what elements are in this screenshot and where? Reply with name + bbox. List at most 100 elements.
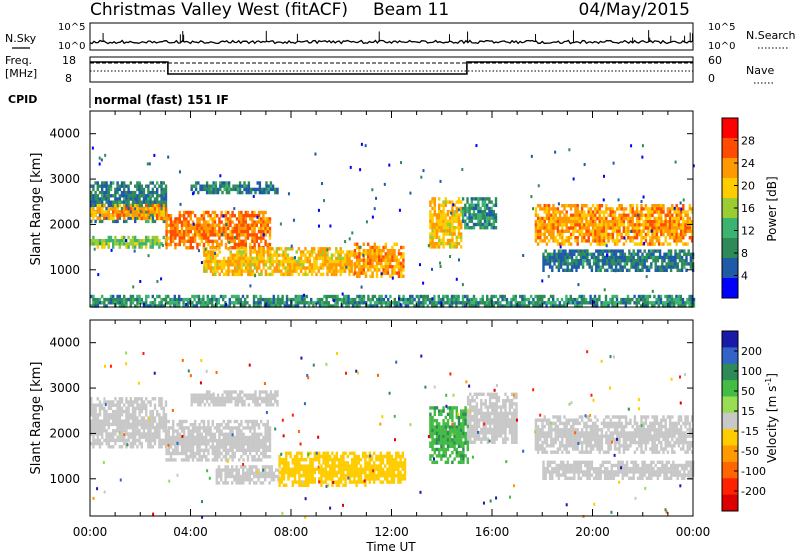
data-cell: [622, 216, 626, 221]
data-cell: [438, 197, 441, 201]
data-cell: [149, 181, 152, 185]
data-cell: [255, 253, 259, 257]
data-cell: [112, 219, 115, 224]
data-cell: [196, 242, 199, 247]
data-cell: [442, 226, 445, 230]
data-cell: [228, 297, 231, 302]
data-cell: [611, 213, 615, 217]
data-cell: [560, 297, 564, 302]
data-cell: [96, 197, 99, 201]
data-cell: [677, 207, 681, 211]
data-cell: [140, 200, 143, 204]
noise-cell: [461, 283, 464, 287]
data-cell: [151, 200, 154, 204]
data-cell: [668, 236, 672, 240]
data-cell: [575, 268, 578, 272]
data-cell: [483, 304, 487, 308]
noise-cell: [222, 214, 225, 218]
data-cell: [202, 220, 206, 224]
data-cell: [212, 184, 215, 188]
data-cell: [98, 190, 102, 195]
data-cell: [619, 268, 622, 272]
noise-cell: [452, 203, 455, 207]
data-cell: [153, 239, 157, 243]
data-cell: [539, 239, 542, 243]
data-cell: [178, 301, 181, 305]
data-cell: [629, 204, 632, 208]
data-cell: [140, 242, 143, 246]
data-cell: [120, 409, 124, 414]
data-cell: [123, 441, 126, 446]
data-cell: [543, 294, 546, 299]
data-cell: [90, 194, 93, 198]
data-cell: [587, 232, 590, 237]
data-cell: [483, 216, 487, 220]
data-cell: [103, 413, 106, 417]
data-cell: [149, 216, 152, 221]
data-cell: [547, 229, 551, 233]
data-cell: [120, 190, 124, 195]
data-cell: [251, 263, 254, 267]
data-cell: [96, 432, 99, 436]
data-cell: [611, 301, 614, 305]
data-cell: [189, 246, 192, 250]
data-cell: [657, 297, 660, 302]
data-cell: [576, 229, 579, 233]
noise-cell: [185, 302, 188, 306]
data-cell: [109, 213, 113, 217]
data-cell: [176, 435, 179, 440]
data-cell: [678, 252, 682, 256]
data-cell: [657, 216, 661, 221]
data-cell: [238, 448, 241, 452]
data-cell: [611, 207, 615, 211]
data-cell: [114, 397, 117, 401]
data-cell: [639, 268, 642, 272]
data-cell: [433, 235, 436, 239]
data-cell: [134, 242, 137, 246]
data-cell: [260, 445, 263, 449]
data-cell: [242, 269, 246, 273]
data-cell: [269, 247, 272, 251]
data-cell: [189, 442, 192, 446]
data-cell: [668, 301, 671, 305]
data-cell: [202, 439, 206, 443]
data-cell: [437, 297, 440, 302]
data-cell: [613, 226, 617, 230]
data-cell: [116, 413, 119, 417]
data-cell: [332, 259, 336, 264]
data-cell: [131, 294, 135, 299]
data-cell: [490, 294, 493, 299]
data-cell: [683, 249, 686, 253]
data-cell: [597, 249, 600, 253]
data-cell: [393, 297, 396, 302]
data-cell: [240, 429, 243, 433]
data-cell: [112, 242, 115, 246]
data-cell: [194, 429, 197, 433]
data-cell: [580, 239, 584, 243]
data-cell: [679, 213, 683, 217]
data-cell: [134, 409, 137, 414]
data-cell: [96, 245, 99, 249]
data-cell: [620, 236, 623, 240]
data-cell: [215, 301, 218, 305]
data-cell: [183, 214, 186, 218]
data-cell: [606, 249, 609, 253]
data-cell: [142, 435, 146, 439]
data-cell: [288, 259, 292, 264]
data-cell: [224, 294, 227, 299]
data-cell: [677, 216, 681, 221]
data-cell: [640, 232, 643, 237]
data-cell: [486, 226, 489, 230]
data-cell: [269, 181, 273, 185]
data-cell: [153, 432, 157, 436]
data-cell: [411, 297, 414, 302]
data-cell: [569, 213, 573, 217]
data-cell: [470, 197, 473, 201]
data-cell: [200, 439, 203, 443]
data-cell: [244, 451, 247, 456]
data-cell: [243, 181, 246, 185]
data-cell: [266, 220, 269, 224]
data-cell: [293, 269, 296, 273]
data-cell: [395, 301, 399, 305]
data-cell: [101, 194, 104, 198]
